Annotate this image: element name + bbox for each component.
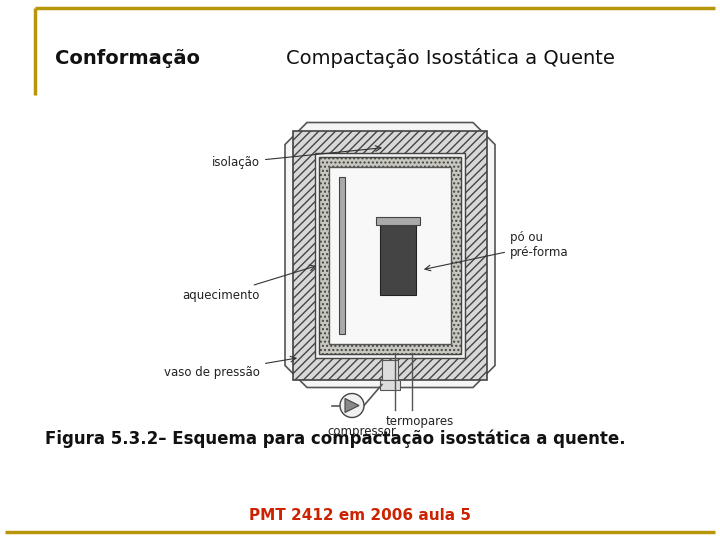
Text: aquecimento: aquecimento xyxy=(183,265,315,301)
Polygon shape xyxy=(345,399,359,413)
Text: Figura 5.3.2– Esquema para compactação isostática a quente.: Figura 5.3.2– Esquema para compactação i… xyxy=(45,430,626,449)
Polygon shape xyxy=(285,123,495,388)
Bar xyxy=(376,217,420,225)
Text: PMT 2412 em 2006 aula 5: PMT 2412 em 2006 aula 5 xyxy=(249,508,471,523)
Bar xyxy=(293,131,487,380)
Circle shape xyxy=(340,394,364,417)
Bar xyxy=(329,166,451,343)
Bar xyxy=(380,225,416,295)
Bar xyxy=(315,152,465,357)
Bar xyxy=(319,157,461,354)
Text: Conformação: Conformação xyxy=(55,49,200,68)
Text: termopares: termopares xyxy=(386,415,454,428)
Bar xyxy=(380,380,400,389)
Bar xyxy=(339,177,345,334)
Text: Compactação Isostática a Quente: Compactação Isostática a Quente xyxy=(286,48,614,68)
Text: isolação: isolação xyxy=(212,146,381,169)
Bar xyxy=(382,360,398,380)
Text: pó ou
pré-forma: pó ou pré-forma xyxy=(425,231,569,271)
Text: vaso de pressão: vaso de pressão xyxy=(164,356,296,379)
Text: compressor: compressor xyxy=(328,426,397,438)
